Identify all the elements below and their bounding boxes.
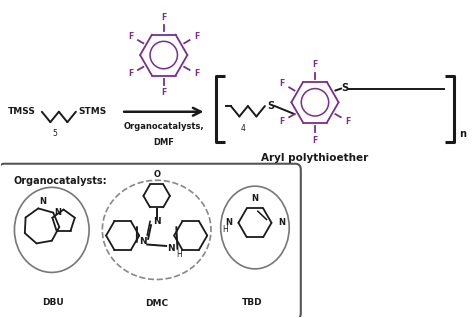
Text: F: F bbox=[194, 31, 199, 41]
Text: F: F bbox=[345, 117, 350, 126]
Text: F: F bbox=[161, 88, 166, 97]
Text: N: N bbox=[252, 194, 258, 204]
Text: F: F bbox=[280, 79, 285, 88]
Text: N: N bbox=[167, 244, 174, 253]
Text: TMSS: TMSS bbox=[8, 107, 36, 116]
Text: Organocatalysts:: Organocatalysts: bbox=[13, 176, 107, 186]
Text: DMC: DMC bbox=[145, 299, 168, 308]
Text: DBU: DBU bbox=[42, 298, 64, 307]
Text: N: N bbox=[54, 208, 61, 217]
Text: DMF: DMF bbox=[153, 138, 174, 147]
Text: STMS: STMS bbox=[79, 107, 107, 116]
Text: F: F bbox=[280, 117, 285, 126]
Ellipse shape bbox=[14, 187, 89, 273]
Text: 5: 5 bbox=[52, 129, 57, 138]
Ellipse shape bbox=[102, 180, 211, 280]
Text: H: H bbox=[176, 251, 182, 259]
Text: N: N bbox=[225, 218, 232, 227]
Text: N: N bbox=[278, 218, 285, 227]
Text: O: O bbox=[153, 170, 160, 179]
Text: F: F bbox=[312, 60, 318, 69]
Text: F: F bbox=[312, 135, 318, 145]
Text: F: F bbox=[128, 69, 134, 79]
Text: N: N bbox=[39, 197, 46, 206]
Text: N: N bbox=[153, 217, 161, 226]
Text: Aryl polythioether: Aryl polythioether bbox=[261, 153, 369, 163]
Text: 4: 4 bbox=[240, 124, 245, 133]
Text: S: S bbox=[342, 83, 349, 93]
Text: F: F bbox=[194, 69, 199, 79]
Text: H: H bbox=[222, 225, 228, 234]
Text: TBD: TBD bbox=[242, 298, 263, 307]
Text: n: n bbox=[459, 129, 466, 139]
Text: N: N bbox=[139, 237, 146, 246]
Text: F: F bbox=[161, 13, 166, 22]
Ellipse shape bbox=[221, 186, 289, 269]
FancyBboxPatch shape bbox=[0, 164, 301, 318]
Text: S: S bbox=[268, 101, 275, 111]
Text: F: F bbox=[128, 31, 134, 41]
Text: Organocatalysts,: Organocatalysts, bbox=[123, 122, 204, 131]
